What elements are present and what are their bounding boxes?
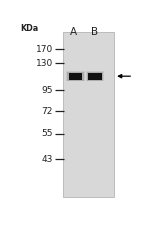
Text: KDa: KDa bbox=[20, 24, 38, 33]
Bar bbox=[66, 71, 85, 81]
Bar bbox=[87, 72, 103, 81]
Bar bbox=[88, 73, 102, 79]
Bar bbox=[63, 32, 114, 197]
Text: 170: 170 bbox=[36, 44, 53, 54]
Text: 95: 95 bbox=[42, 86, 53, 95]
Bar bbox=[69, 73, 82, 79]
Text: B: B bbox=[91, 27, 98, 37]
Text: A: A bbox=[70, 27, 77, 37]
Text: 43: 43 bbox=[42, 155, 53, 164]
Text: 72: 72 bbox=[42, 107, 53, 116]
Bar bbox=[67, 72, 84, 81]
Bar bbox=[86, 71, 104, 81]
Text: 55: 55 bbox=[42, 129, 53, 138]
Text: 130: 130 bbox=[36, 59, 53, 68]
